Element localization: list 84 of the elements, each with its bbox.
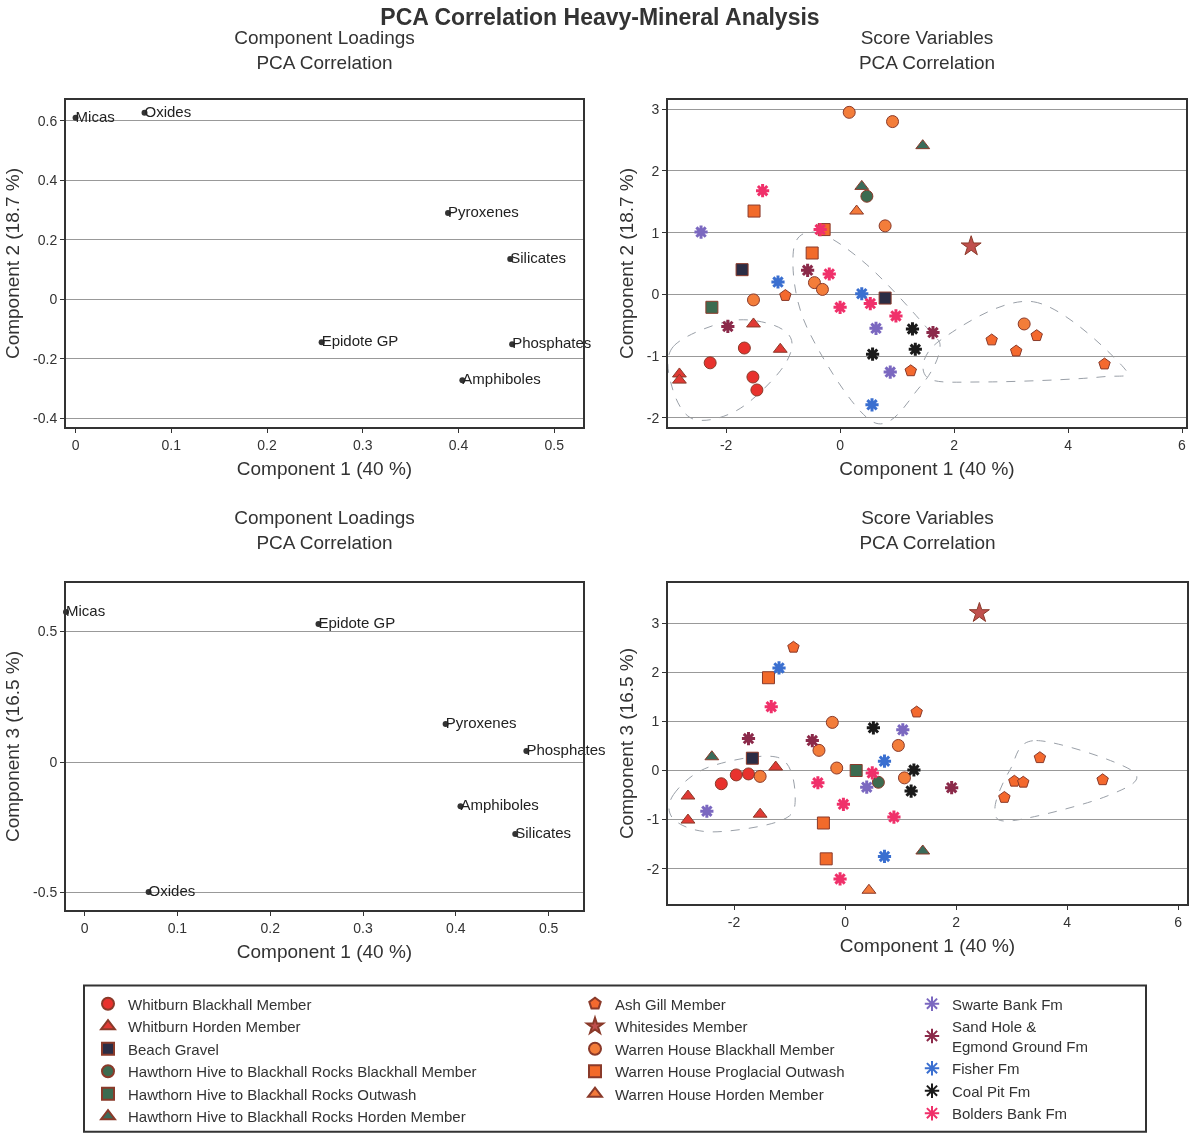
legend-label: Bolders Bank Fm bbox=[952, 1105, 1068, 1123]
data-label: Silicates bbox=[515, 823, 572, 841]
y-tick-label: 2 bbox=[651, 664, 660, 681]
x-tick-label: 0 bbox=[71, 436, 80, 453]
x-tick-label: 2 bbox=[952, 913, 961, 930]
legend-label: Ash Gill Member bbox=[615, 995, 726, 1013]
y-tick-label: 0 bbox=[651, 762, 660, 779]
data-label: Amphiboles bbox=[460, 795, 539, 813]
y-axis-title: Component 3 (16.5 %) bbox=[616, 647, 638, 840]
x-tick-label: 6 bbox=[1178, 436, 1187, 453]
x-tick-label: -2 bbox=[727, 913, 741, 930]
chart-title: Score Variables PCA Correlation bbox=[858, 27, 996, 73]
x-tick-label: 0.5 bbox=[544, 436, 565, 453]
y-tick-label: -1 bbox=[646, 811, 660, 828]
x-axis-title: Component 1 (40 %) bbox=[236, 941, 413, 963]
data-label: Epidote GP bbox=[318, 613, 396, 631]
x-tick-label: 0 bbox=[841, 913, 850, 930]
y-tick-label: 3 bbox=[651, 101, 660, 118]
y-tick-label: 0 bbox=[49, 753, 58, 770]
y-tick-label: 0.2 bbox=[37, 231, 58, 248]
y-tick-label: 1 bbox=[651, 224, 660, 241]
x-tick-label: 0.3 bbox=[353, 919, 373, 936]
y-tick-label: -2 bbox=[646, 409, 660, 426]
x-axis-title: Component 1 (40 %) bbox=[839, 458, 1015, 480]
x-tick-label: -2 bbox=[719, 436, 733, 453]
y-tick-label: 2 bbox=[651, 162, 660, 179]
legend-label: Warren House Blackhall Member bbox=[615, 1040, 835, 1058]
y-tick-label: 3 bbox=[651, 615, 660, 632]
data-label: Oxides bbox=[148, 881, 196, 899]
chart-title: Component Loadings PCA Correlation bbox=[234, 27, 415, 73]
x-tick-label: 0.2 bbox=[257, 436, 277, 453]
legend-label: Whitburn Blackhall Member bbox=[128, 995, 312, 1013]
legend-label: Hawthorn Hive to Blackhall Rocks Horden Member bbox=[128, 1108, 466, 1126]
legend-label: Whitburn Horden Member bbox=[128, 1018, 301, 1036]
x-tick-label: 0.1 bbox=[167, 919, 188, 936]
legend-label: Hawthorn Hive to Blackhall Rocks Blackhall Member bbox=[128, 1063, 477, 1081]
data-label: Silicates bbox=[510, 248, 567, 266]
y-tick-label: 0.6 bbox=[37, 112, 58, 129]
data-label: Amphiboles bbox=[462, 370, 541, 388]
y-tick-label: 0 bbox=[651, 286, 660, 303]
y-tick-label: 0.4 bbox=[37, 172, 58, 189]
y-tick-label: -0.5 bbox=[33, 884, 58, 901]
x-tick-label: 0.4 bbox=[446, 919, 466, 936]
y-tick-label: -0.4 bbox=[33, 409, 58, 426]
legend-label: Hawthorn Hive to Blackhall Rocks Outwash bbox=[128, 1085, 417, 1103]
y-axis-title: Component 2 (18.7 %) bbox=[616, 167, 638, 360]
x-tick-label: 0.1 bbox=[161, 436, 182, 453]
data-label: Micas bbox=[75, 107, 115, 125]
y-tick-label: 1 bbox=[651, 713, 660, 730]
x-axis-title: Component 1 (40 %) bbox=[236, 458, 413, 480]
x-tick-label: 0.2 bbox=[260, 919, 281, 936]
x-tick-label: 6 bbox=[1174, 913, 1183, 930]
x-tick-label: 0 bbox=[836, 436, 845, 453]
text: PCA Correlation Heavy-Mineral Analysis bbox=[380, 4, 820, 30]
x-tick-label: 0.4 bbox=[448, 436, 469, 453]
legend-label: Whitesides Member bbox=[615, 1018, 748, 1036]
data-label: Epidote GP bbox=[321, 332, 399, 350]
x-tick-label: 4 bbox=[1063, 913, 1072, 930]
data-label: Pyroxenes bbox=[448, 202, 519, 220]
legend-label: Sand Hole & Egmond Ground Fm bbox=[952, 1018, 1088, 1055]
legend-label: Warren House Proglacial Outwash bbox=[615, 1063, 845, 1081]
y-tick-label: -1 bbox=[646, 347, 660, 364]
y-tick-label: 0 bbox=[49, 291, 58, 308]
legend-label: Warren House Horden Member bbox=[615, 1085, 824, 1103]
data-label: Pyroxenes bbox=[445, 713, 517, 731]
legend-label: Fisher Fm bbox=[952, 1060, 1020, 1078]
x-tick-label: 0.3 bbox=[353, 436, 373, 453]
legend-label: Beach Gravel bbox=[128, 1040, 219, 1058]
x-tick-label: 4 bbox=[1064, 436, 1073, 453]
y-axis-title: Component 2 (18.7 %) bbox=[2, 167, 24, 360]
x-tick-label: 0.5 bbox=[538, 919, 559, 936]
x-tick-label: 0 bbox=[80, 919, 89, 936]
x-tick-label: 2 bbox=[950, 436, 959, 453]
legend-label: Coal Pit Fm bbox=[952, 1082, 1031, 1100]
y-tick-label: 0.5 bbox=[37, 623, 58, 640]
data-label: Micas bbox=[66, 601, 106, 619]
data-label: Oxides bbox=[144, 102, 192, 120]
y-axis-title: Component 3 (16.5 %) bbox=[2, 650, 24, 843]
y-tick-label: -0.2 bbox=[33, 350, 58, 367]
chart-title: Score Variables PCA Correlation bbox=[859, 507, 996, 553]
x-axis-title: Component 1 (40 %) bbox=[839, 935, 1016, 957]
legend-label: Swarte Bank Fm bbox=[952, 995, 1063, 1013]
y-tick-label: -2 bbox=[646, 860, 660, 877]
chart-title: Component Loadings PCA Correlation bbox=[234, 507, 415, 553]
